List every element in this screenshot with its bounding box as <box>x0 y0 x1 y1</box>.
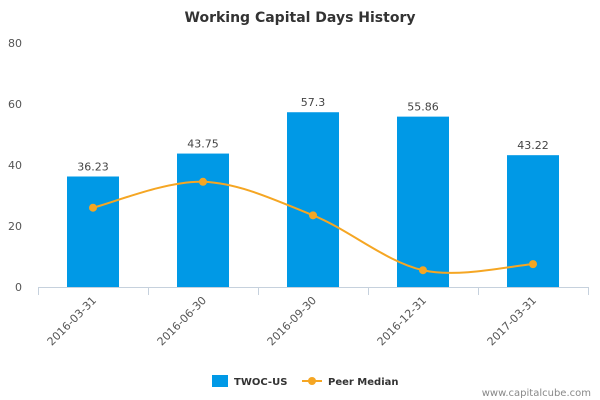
x-tick-label: 2017-03-31 <box>485 294 539 348</box>
data-labels: 36.23 43.75 57.3 55.86 43.22 <box>77 96 549 173</box>
bar[interactable] <box>397 116 449 287</box>
data-label: 55.86 <box>407 101 439 114</box>
y-axis: 0 20 40 60 80 <box>8 37 22 294</box>
line-point[interactable] <box>309 211 317 220</box>
x-tick-label: 2016-12-31 <box>375 294 429 348</box>
x-tick-label: 2016-06-30 <box>155 294 209 348</box>
chart-title: Working Capital Days History <box>185 10 416 26</box>
y-tick-label: 40 <box>8 159 22 172</box>
x-axis: 2016-03-31 2016-06-30 2016-09-30 2016-12-31… <box>38 287 589 348</box>
legend-label-bar: TWOC-US <box>234 377 287 388</box>
data-label: 43.22 <box>517 139 549 152</box>
credit-text: www.capitalcube.com <box>482 388 591 399</box>
y-tick-label: 20 <box>8 220 22 233</box>
legend-label-line: Peer Median <box>328 377 399 388</box>
x-tick-label: 2016-03-31 <box>45 294 99 348</box>
x-tick-label: 2016-09-30 <box>265 294 319 348</box>
legend-marker-line <box>308 377 316 385</box>
legend[interactable]: TWOC-US Peer Median <box>212 375 399 388</box>
bar[interactable] <box>287 112 339 287</box>
data-label: 43.75 <box>187 138 219 151</box>
bar[interactable] <box>177 153 229 287</box>
bar[interactable] <box>67 176 119 287</box>
y-tick-label: 0 <box>15 281 22 294</box>
data-label: 57.3 <box>301 96 326 109</box>
line-series <box>89 177 537 275</box>
line-point[interactable] <box>89 203 97 212</box>
line-point[interactable] <box>529 260 537 269</box>
bar-series <box>67 112 559 287</box>
y-tick-label: 80 <box>8 37 22 50</box>
line-point[interactable] <box>419 266 427 275</box>
y-tick-label: 60 <box>8 98 22 111</box>
data-label: 36.23 <box>77 160 109 173</box>
legend-swatch-bar <box>212 375 228 387</box>
line-point[interactable] <box>199 177 207 186</box>
